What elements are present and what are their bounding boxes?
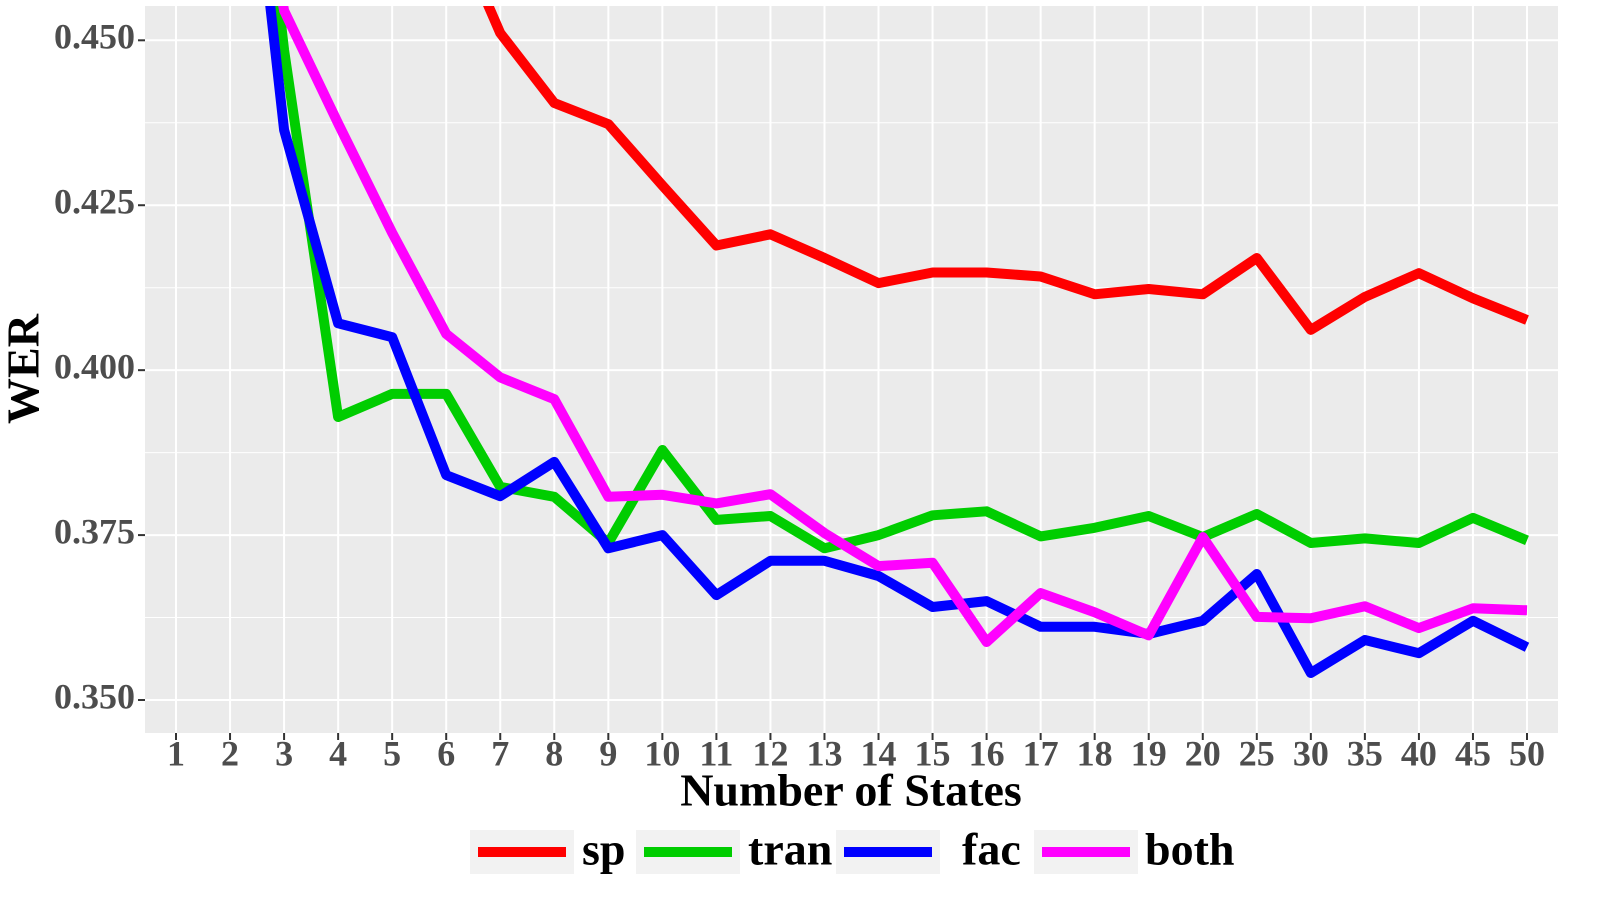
- legend-label: tran: [748, 824, 832, 875]
- x-tick-label: 7: [491, 733, 509, 773]
- x-tick-label: 19: [1131, 733, 1167, 773]
- y-axis-title: WER: [0, 313, 49, 424]
- x-tick-label: 2: [221, 733, 239, 773]
- x-tick-label: 4: [329, 733, 347, 773]
- x-tick-label: 17: [1023, 733, 1059, 773]
- x-tick-label: 50: [1509, 733, 1545, 773]
- x-tick-label: 30: [1293, 733, 1329, 773]
- x-tick-label: 5: [383, 733, 401, 773]
- y-tick-label: 0.425: [54, 181, 135, 221]
- x-tick-label: 18: [1077, 733, 1113, 773]
- x-axis-title: Number of States: [680, 765, 1022, 816]
- x-tick-label: 45: [1455, 733, 1491, 773]
- x-tick-label: 1: [167, 733, 185, 773]
- x-tick-label: 9: [599, 733, 617, 773]
- y-tick-label: 0.450: [54, 17, 135, 57]
- x-tick-label: 12: [752, 733, 788, 773]
- series-line: [265, 6, 1530, 678]
- x-tick-label: 35: [1347, 733, 1383, 773]
- x-tick-label: 20: [1185, 733, 1221, 773]
- x-tick-label: 3: [275, 733, 293, 773]
- legend-label: sp: [582, 824, 625, 875]
- x-tick-label: 25: [1239, 733, 1275, 773]
- series-line: [273, 6, 1529, 554]
- x-tick-label: 6: [437, 733, 455, 773]
- x-tick-label: 11: [699, 733, 733, 773]
- series-line: [483, 6, 1529, 335]
- x-tick-label: 8: [545, 733, 563, 773]
- legend-label: fac: [962, 824, 1021, 875]
- series-line: [278, 6, 1528, 647]
- y-tick-label: 0.400: [54, 346, 135, 386]
- y-tick-label: 0.375: [54, 511, 135, 551]
- x-tick-label: 16: [969, 733, 1005, 773]
- x-tick-label: 15: [915, 733, 951, 773]
- x-tick-label: 13: [806, 733, 842, 773]
- y-tick-label: 0.350: [54, 676, 135, 716]
- x-tick-label: 14: [861, 733, 897, 773]
- x-tick-label: 10: [644, 733, 680, 773]
- x-tick-label: 40: [1401, 733, 1437, 773]
- lines: [265, 6, 1530, 678]
- legend-label: both: [1145, 824, 1234, 875]
- legend: sp tran fac both: [470, 824, 1234, 875]
